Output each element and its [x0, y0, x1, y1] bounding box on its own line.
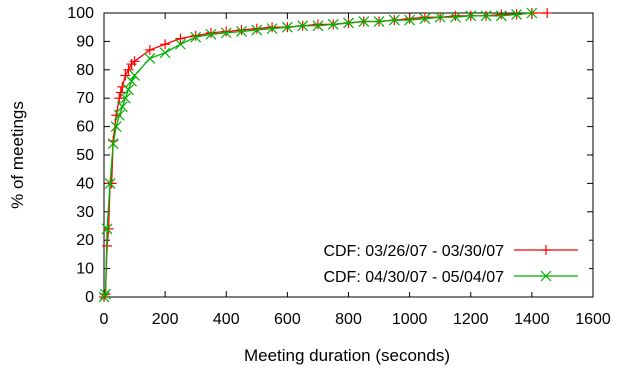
series-1-point	[419, 12, 430, 23]
series-2-point	[373, 16, 385, 27]
series-2-point	[174, 38, 186, 50]
x-tick-label: 600	[274, 311, 301, 328]
series-1-point	[114, 93, 125, 104]
series-1-point	[236, 25, 247, 36]
series-2-point	[98, 291, 110, 303]
series-2-point	[119, 92, 131, 104]
y-tick-label: 20	[76, 232, 94, 249]
series-2-point	[144, 53, 156, 64]
x-tick-label: 800	[335, 311, 362, 328]
x-axis-ticks: 0 200 400 600 800 1000 1200 1400 1600	[100, 13, 611, 328]
series-1-point	[123, 64, 134, 75]
y-tick-label: 0	[85, 289, 94, 306]
y-tick-label: 30	[76, 204, 94, 221]
y-tick-label: 100	[67, 5, 94, 22]
series-1-point	[190, 30, 201, 41]
series-2-point	[190, 31, 202, 43]
x-tick-label: 1400	[514, 311, 550, 328]
series-2-point	[266, 23, 278, 35]
legend-marker	[541, 245, 551, 255]
series-1-point	[205, 27, 216, 38]
x-tick-label: 0	[100, 311, 109, 328]
y-tick-label: 10	[76, 261, 94, 278]
x-tick-label: 1600	[575, 311, 611, 328]
series-2-point	[236, 26, 247, 37]
series-2-point	[297, 20, 309, 32]
series-1-point	[221, 26, 232, 37]
legend: CDF: 03/26/07 - 03/30/07 CDF: 04/30/07 - …	[227, 237, 589, 292]
series-2-point	[312, 20, 324, 32]
y-axis-title: % of meetings	[8, 101, 27, 209]
series-2-point	[404, 14, 416, 26]
series-2-point	[480, 10, 492, 22]
series-1-point	[267, 22, 278, 33]
y-axis-ticks: 0 10 20 30 40 50 60 70 80 90 100	[67, 5, 593, 306]
legend-background	[227, 237, 589, 292]
series-2-point	[129, 70, 140, 81]
series-2-point	[251, 24, 263, 36]
y-tick-label: 50	[76, 147, 94, 164]
y-tick-label: 90	[76, 33, 94, 50]
series-1-point	[144, 44, 155, 55]
series-2-point	[113, 109, 125, 121]
series-1-point	[175, 33, 186, 44]
series-2-point	[358, 16, 370, 27]
legend-label: CDF: 04/30/07 - 05/04/07	[323, 269, 504, 286]
legend-marker	[540, 270, 552, 282]
series-1-point	[120, 70, 131, 81]
series-1-point	[129, 56, 140, 67]
legend-label: CDF: 03/26/07 - 03/30/07	[323, 243, 504, 260]
series-2-point	[450, 11, 461, 23]
series-2-point	[465, 10, 477, 22]
series-2-point	[327, 18, 339, 30]
series-2-point	[220, 27, 232, 39]
series-2-point	[526, 7, 538, 19]
series-2-point	[107, 138, 119, 150]
series-2-point	[495, 10, 507, 22]
y-tick-label: 80	[76, 62, 94, 79]
series-2-point	[343, 17, 354, 29]
x-tick-label: 1000	[392, 311, 428, 328]
series-1-point	[106, 178, 117, 189]
series-2-point	[159, 47, 171, 59]
series-1-point	[103, 223, 114, 234]
series-2-point	[434, 11, 446, 23]
x-tick-label: 1200	[453, 311, 489, 328]
series-2-point	[419, 13, 431, 25]
y-tick-label: 70	[76, 90, 94, 107]
y-tick-label: 40	[76, 175, 94, 192]
series-2	[98, 7, 538, 303]
series-1-point	[251, 23, 262, 34]
x-tick-label: 200	[152, 311, 179, 328]
series-2-point	[205, 28, 217, 40]
series-2-point	[123, 84, 134, 96]
series-1-point	[312, 19, 323, 30]
series-2-point	[116, 101, 128, 113]
series-2-point	[110, 121, 122, 133]
series-2-point	[104, 177, 116, 189]
series-1-point	[450, 10, 461, 21]
series-2-line	[103, 12, 532, 298]
series-1-point	[160, 39, 171, 50]
x-tick-label: 400	[213, 311, 240, 328]
series-2-point	[100, 288, 111, 300]
y-tick-label: 60	[76, 119, 94, 136]
series-2-point	[388, 14, 400, 26]
series-2-point	[511, 8, 523, 20]
series-1-point	[542, 8, 553, 18]
series-1-point	[115, 87, 126, 98]
series-2-point	[126, 75, 137, 87]
series-2-point	[101, 223, 113, 235]
series-2-point	[281, 21, 293, 33]
series-1-point	[404, 13, 415, 24]
x-axis-title: Meeting duration (seconds)	[244, 346, 450, 365]
series-layer	[98, 7, 553, 303]
series-1-point	[496, 9, 507, 20]
